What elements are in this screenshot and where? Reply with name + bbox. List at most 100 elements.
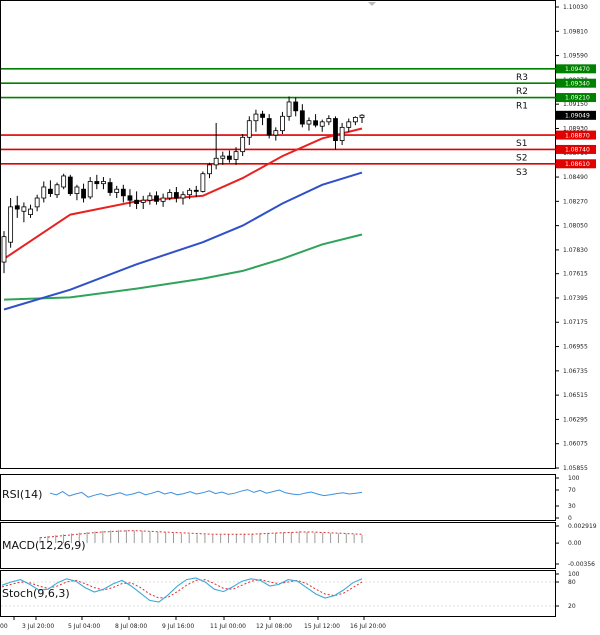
stoch-k-line [1,577,363,603]
candle-body [101,181,106,185]
candle-body [280,115,285,132]
price-tick-label: 1.08490 [563,174,588,181]
candle-body [167,192,173,199]
price-tick-label: 1.08270 [563,198,588,205]
candle-body [240,136,246,153]
candle-body [14,205,20,210]
price-tick-label: 1.08930 [563,125,588,132]
stoch-d-line [1,579,363,599]
current-price-tag [556,110,596,120]
candle-body [326,118,332,123]
candle-body [34,197,40,208]
level-price-tag-text: 1.09210 [565,95,590,102]
price-tick-label: 1.06295 [563,416,588,423]
candle-body [333,118,338,142]
time-tick-label: 15 Jul 12:00 [304,623,340,630]
stoch-panel-frame [0,570,556,617]
ma-slow-line [3,233,363,301]
candle-body [213,157,219,166]
level-price-tag-text: 1.08870 [565,132,590,139]
candle-body [41,186,47,199]
price-tick-label: 1.06075 [563,441,588,448]
candle-body [74,186,80,195]
candle-body [140,199,146,203]
pane-tick-label: 70 [568,487,576,494]
level-label-r2: R2 [516,87,528,97]
candle-body [1,236,7,263]
time-tick-label: 16 Jul 20:00 [350,623,386,630]
candle-body [359,114,365,118]
price-tick-label: 1.06955 [563,344,588,351]
candle-body [299,110,305,125]
candle-body [114,188,120,193]
candle-body [81,188,86,199]
level-label-r3: R3 [516,73,528,83]
price-tick-label: 1.09150 [563,101,588,108]
time-tick-label: 8 Jul 08:00 [115,623,147,630]
candle-body [193,189,199,192]
candle-body [107,182,113,193]
macd-label: MACD(12,26,9) [2,539,86,552]
price-tick-label: 1.09590 [563,53,588,60]
candle-body [306,120,312,125]
time-tick-label: 11 Jul 00:00 [210,623,246,630]
price-axis: 1.100301.098101.095901.093701.091501.089… [556,4,588,472]
macd-signal-line [39,530,363,539]
candle-body [286,101,292,117]
current-price-tag-text: 1.09049 [565,113,590,120]
candle-body [147,195,153,201]
candle-body [54,184,60,196]
pane-tick-label: 100 [568,571,580,578]
candle-body [200,173,206,192]
candle-body [293,101,299,112]
candle-body [253,113,259,122]
ma-fast-line [3,127,363,260]
price-tags: 1.09470 1.09340 1.09210 1.08870 1.08740 1.086… [556,64,596,169]
candle-body [160,197,166,202]
candle-body [227,155,232,160]
pane-tick-label: 100 [568,475,580,482]
candle-body [173,192,179,199]
time-tick-label: 9 Jul 16:00 [162,623,194,630]
price-tick-label: 1.06515 [563,392,588,399]
candles [1,96,365,274]
candle-body [134,199,139,204]
candle-body [48,188,53,195]
candle-body [61,175,67,188]
candle-body [233,151,239,160]
candle-body [220,155,226,159]
level-price-tag-text: 1.09470 [565,66,590,73]
candle-body [127,195,133,201]
candle-body [246,120,252,138]
pane-tick-label: 20 [568,603,576,610]
candle-body [120,188,126,197]
pane-tick-label: 30 [568,503,576,510]
levels-layer: R3 R2 R1 S1 S2 S3 [1,68,556,178]
rsi-label: RSI(14) [2,488,42,501]
ma-mid-line [3,171,363,311]
candle-body [187,189,193,196]
level-price-tag [556,144,596,154]
candle-body [87,181,93,198]
pane-tick-label: 0.002919 [568,523,597,530]
candle-body [8,206,14,243]
candle-body [273,130,279,136]
candle-body [21,206,27,212]
candle-body [352,117,358,123]
price-tick-label: 1.10030 [563,4,588,11]
moving-averages [3,127,363,311]
price-tick-label: 1.07830 [563,247,588,254]
candle-body [339,126,345,142]
price-tick-label: 1.05855 [563,465,588,472]
candle-body [154,195,159,202]
time-axis: 00 3 Jul 20:00 5 Jul 04:00 8 Jul 08:00 9 Jul… [0,617,386,630]
time-tick-label: 3 Jul 20:00 [22,623,54,630]
pane-tick-label: 0.00 [568,540,582,547]
macd-pane: 0.002919 0.00 -0.00356 [39,523,597,568]
level-price-tag [556,159,596,169]
level-price-tag-text: 1.08610 [565,161,590,168]
time-tick-label: 00 [0,623,8,630]
level-price-tag [556,130,596,140]
